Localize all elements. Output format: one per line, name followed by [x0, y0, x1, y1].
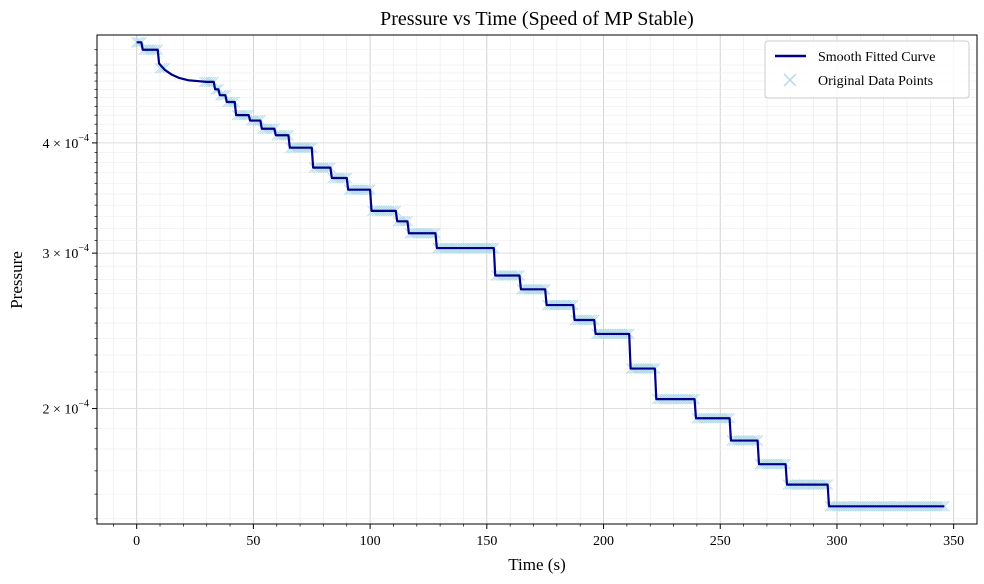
- grid: [97, 35, 977, 524]
- x-axis-ticks: 0 50 100 150 200 250 300 350: [112, 524, 964, 549]
- data-point: [938, 500, 950, 512]
- chart-title: Pressure vs Time (Speed of MP Stable): [380, 8, 694, 30]
- x-tick-label: 350: [943, 534, 964, 549]
- x-tick-label: 50: [246, 534, 260, 549]
- data-point: [154, 62, 166, 74]
- legend-box: [764, 40, 970, 99]
- fitted-curve-layer: [136, 41, 945, 508]
- x-axis-label: Time (s): [508, 555, 565, 574]
- legend: Smooth Fitted Curve Original Data Points: [764, 40, 970, 99]
- legend-marker-swatch: [783, 73, 797, 87]
- y-axis-label: Pressure: [7, 251, 26, 309]
- x-tick-label: 100: [360, 534, 381, 549]
- x-tick-label: 300: [826, 534, 847, 549]
- y-tick-label: 3 × 10−4: [42, 243, 89, 262]
- legend-label-fitted-curve: Smooth Fitted Curve: [818, 50, 935, 65]
- y-tick-label: 4 × 10−4: [42, 133, 89, 152]
- x-tick-label: 200: [593, 534, 614, 549]
- x-tick-label: 0: [133, 534, 140, 549]
- y-tick-label: 2 × 10−4: [42, 399, 89, 418]
- fitted-curve-line: [136, 41, 945, 508]
- x-tick-label: 150: [476, 534, 497, 549]
- y-axis-ticks: 2 × 10−4 3 × 10−4 4 × 10−4: [42, 49, 97, 520]
- x-tick-label: 250: [710, 534, 731, 549]
- legend-label-data-points: Original Data Points: [818, 74, 933, 89]
